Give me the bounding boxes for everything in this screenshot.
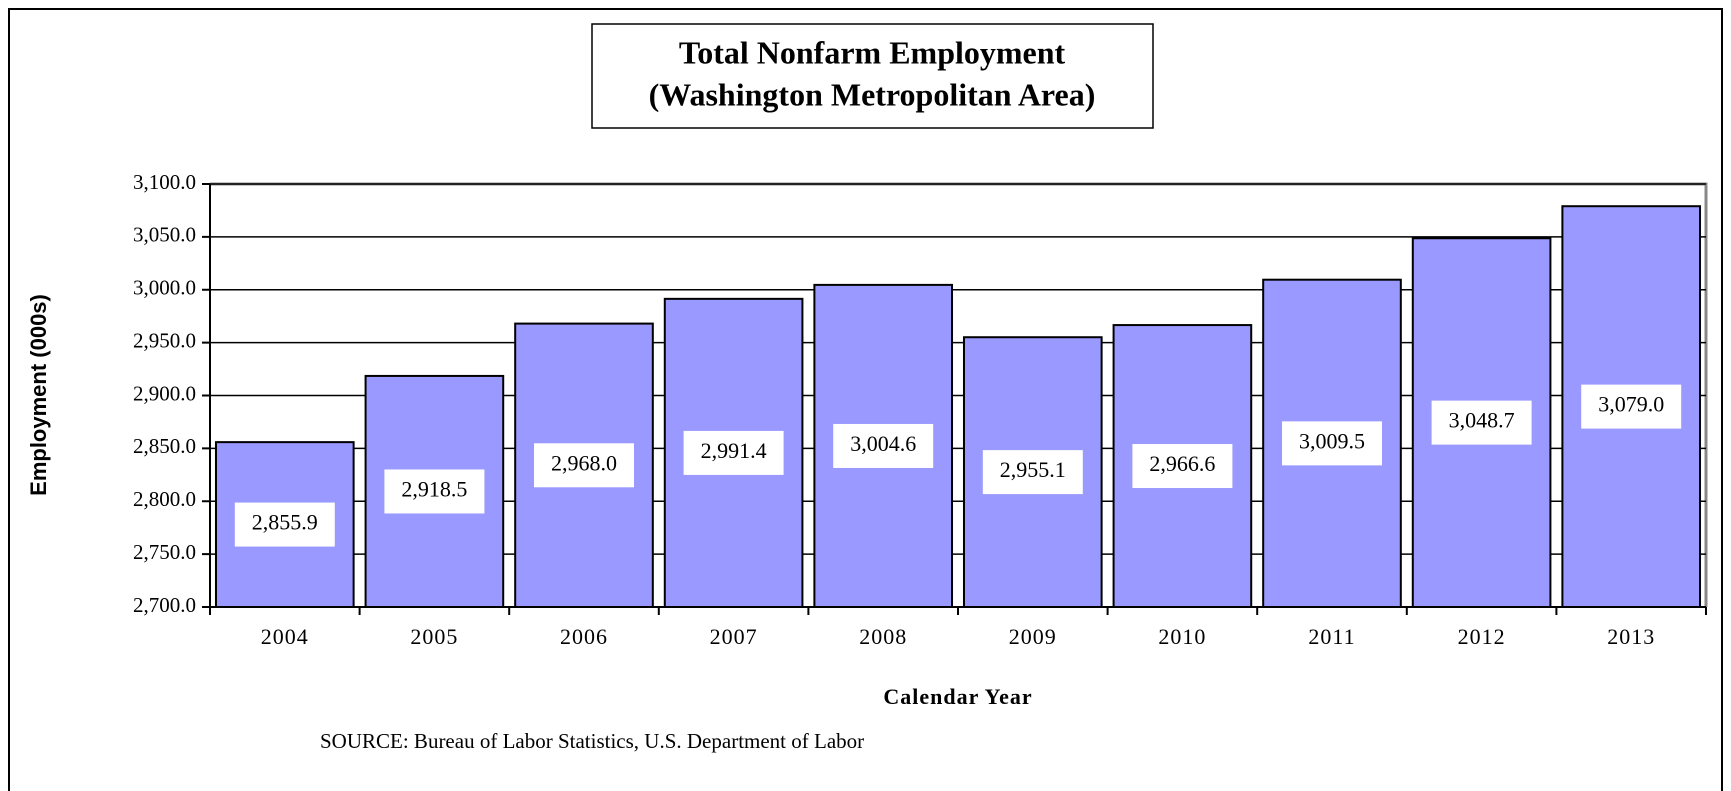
y-tick-label: 2,900.0 xyxy=(133,381,196,405)
y-tick-label: 3,000.0 xyxy=(133,276,196,300)
value-label: 3,009.5 xyxy=(1299,428,1365,453)
x-tick-label: 2006 xyxy=(560,624,608,649)
x-tick-label: 2011 xyxy=(1308,624,1355,649)
value-label-box xyxy=(384,469,485,514)
y-tick-label: 2,750.0 xyxy=(133,540,196,564)
y-tick-label: 2,800.0 xyxy=(133,487,196,511)
value-label-box xyxy=(1132,444,1233,489)
chart-subtitle: (Washington Metropolitan Area) xyxy=(649,76,1096,112)
value-label-box xyxy=(1431,400,1532,445)
value-label-box xyxy=(534,443,634,488)
chart-border xyxy=(8,8,1723,791)
x-axis-title: Calendar Year xyxy=(883,684,1032,709)
value-label: 2,968.0 xyxy=(551,450,617,475)
value-label-box xyxy=(683,430,784,475)
x-tick-label: 2004 xyxy=(261,624,309,649)
y-tick-label: 2,700.0 xyxy=(133,593,196,617)
value-label-box xyxy=(234,502,335,547)
source-note: SOURCE: Bureau of Labor Statistics, U.S.… xyxy=(320,729,864,753)
value-label: 3,004.6 xyxy=(850,431,916,456)
value-label: 3,048.7 xyxy=(1449,408,1515,433)
y-tick-label: 2,850.0 xyxy=(133,434,196,458)
x-tick-label: 2012 xyxy=(1458,624,1506,649)
y-tick-label: 3,100.0 xyxy=(133,170,196,194)
y-tick-label: 2,950.0 xyxy=(133,328,196,352)
x-tick-label: 2013 xyxy=(1607,624,1655,649)
x-tick-label: 2010 xyxy=(1158,624,1206,649)
value-label: 2,991.4 xyxy=(701,438,767,463)
value-label: 3,079.0 xyxy=(1598,392,1664,417)
value-label: 2,966.6 xyxy=(1149,451,1215,476)
value-label: 2,855.9 xyxy=(252,510,318,535)
value-label: 2,955.1 xyxy=(1000,457,1066,482)
x-tick-label: 2007 xyxy=(710,624,758,649)
y-axis-title: Employment (000s) xyxy=(26,294,51,496)
x-tick-label: 2008 xyxy=(859,624,907,649)
value-label-box xyxy=(833,423,934,468)
y-tick-label: 3,050.0 xyxy=(133,223,196,247)
title-box xyxy=(591,23,1154,129)
value-label: 2,918.5 xyxy=(401,477,467,502)
value-label-box xyxy=(1282,421,1382,466)
value-label-box xyxy=(1581,384,1682,429)
value-label-box xyxy=(982,450,1083,495)
x-tick-label: 2009 xyxy=(1009,624,1057,649)
x-tick-label: 2005 xyxy=(410,624,458,649)
chart-title: Total Nonfarm Employment xyxy=(679,34,1066,70)
